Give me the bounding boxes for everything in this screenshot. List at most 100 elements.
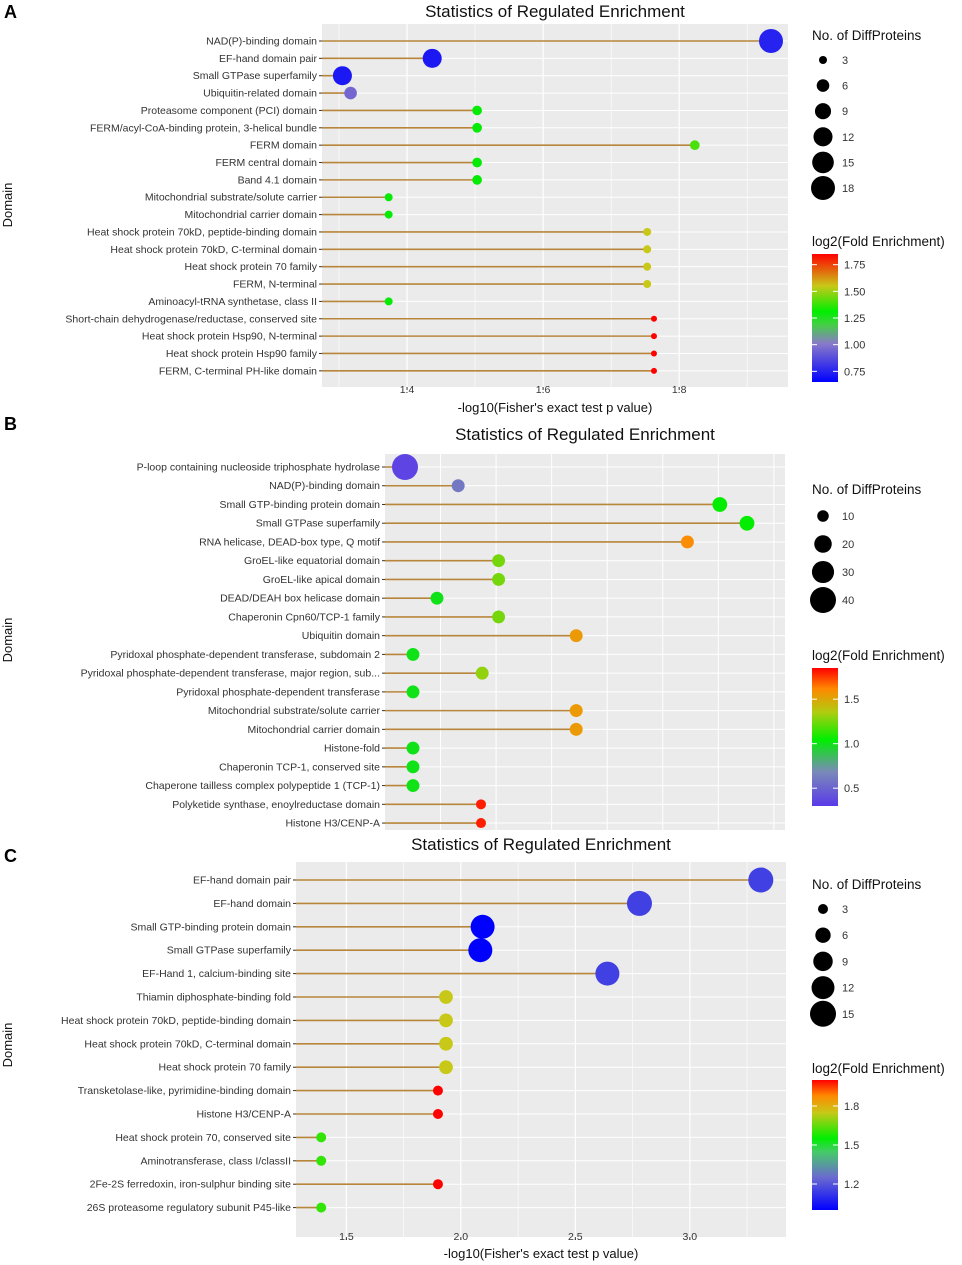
lollipop-point-a — [643, 227, 652, 236]
lollipop-point-a — [643, 280, 652, 289]
size-legend-dot-c — [811, 976, 835, 1000]
size-legend-dot-b — [811, 560, 835, 584]
domain-label-a: Small GTPase superfamily — [193, 70, 318, 82]
domain-label-a: Mitochondrial carrier domain — [185, 209, 318, 221]
size-legend-dot-b — [810, 587, 836, 613]
size-legend-label-a: 12 — [842, 132, 854, 144]
size-legend-label-a: 9 — [842, 106, 848, 118]
color-legend-label-b: 1.0 — [844, 739, 859, 751]
color-legend-label-a: 1.75 — [844, 260, 865, 272]
plot-panel-c — [296, 862, 786, 1237]
domain-label-a: Heat shock protein Hsp90, N-terminal — [142, 331, 317, 343]
y-axis-title-c: Domain — [0, 1023, 15, 1068]
chart-title-b: Statistics of Regulated Enrichment — [455, 425, 715, 444]
x-tick-label-a: 1.4 — [400, 384, 415, 396]
lollipop-point-c — [748, 867, 774, 893]
lollipop-point-c — [470, 914, 495, 939]
lollipop-point-a — [472, 122, 482, 133]
domain-label-a: NAD(P)-binding domain — [206, 36, 317, 48]
size-legend-dot-b — [817, 510, 829, 522]
size-legend-dot-c — [815, 927, 831, 943]
lollipop-point-c — [439, 990, 453, 1004]
lollipop-point-c — [626, 890, 652, 916]
domain-label-a: Heat shock protein 70kD, peptide-binding… — [87, 226, 317, 238]
domain-label-c: Thiamin diphosphate-binding fold — [136, 992, 291, 1004]
domain-label-c: Aminotransferase, class I/classII — [140, 1155, 291, 1167]
lollipop-point-a — [344, 86, 357, 100]
domain-label-b: P-loop containing nucleoside triphosphat… — [137, 462, 381, 474]
chart-title-a: Statistics of Regulated Enrichment — [425, 2, 685, 21]
lollipop-point-c — [432, 1109, 443, 1119]
lollipop-point-c — [595, 961, 620, 986]
lollipop-point-b — [406, 779, 420, 793]
lollipop-point-b — [476, 799, 486, 810]
color-legend-label-c: 1.2 — [844, 1179, 859, 1191]
size-legend-title-c: No. of DiffProteins — [812, 877, 922, 892]
domain-label-a: FERM central domain — [215, 157, 317, 169]
domain-label-b: Histone H3/CENP-A — [285, 818, 380, 830]
domain-label-b: Pyridoxal phosphate-dependent transferas… — [81, 668, 380, 680]
domain-label-a: EF-hand domain pair — [219, 53, 318, 65]
domain-label-a: FERM/acyl-CoA-binding protein, 3-helical… — [90, 122, 317, 134]
size-legend-dot-a — [812, 151, 834, 174]
domain-label-b: DEAD/DEAH box helicase domain — [220, 593, 380, 605]
size-legend-label-c: 12 — [842, 983, 854, 995]
lollipop-point-b — [492, 554, 506, 568]
size-legend-dot-b — [814, 535, 832, 553]
size-legend-dot-c — [810, 1000, 836, 1027]
domain-label-c: Heat shock protein 70, conserved site — [115, 1132, 291, 1144]
domain-label-c: 26S proteasome regulatory subunit P45-li… — [87, 1202, 291, 1214]
x-tick-label-a: 1.6 — [536, 384, 551, 396]
domain-label-a: Heat shock protein 70 family — [185, 261, 318, 273]
domain-label-b: Histone-fold — [324, 743, 380, 755]
chart-title-c: Statistics of Regulated Enrichment — [411, 835, 671, 854]
lollipop-point-a — [689, 140, 700, 151]
domain-label-b: Chaperonin TCP-1, conserved site — [219, 761, 380, 773]
lollipop-point-b — [451, 479, 465, 493]
domain-label-a: Mitochondrial substrate/solute carrier — [145, 192, 318, 204]
color-legend-label-c: 1.5 — [844, 1140, 859, 1152]
lollipop-point-a — [650, 350, 657, 357]
size-legend-label-c: 15 — [842, 1009, 854, 1021]
lollipop-point-b — [569, 722, 583, 736]
lollipop-point-c — [439, 1013, 453, 1028]
lollipop-point-b — [739, 515, 755, 531]
domain-label-a: Short-chain dehydrogenase/reductase, con… — [65, 313, 317, 325]
domain-label-a: FERM, N-terminal — [233, 279, 317, 291]
size-legend-label-c: 9 — [842, 956, 848, 968]
lollipop-point-b — [492, 610, 506, 624]
lollipop-point-b — [569, 704, 583, 718]
size-legend-label-a: 3 — [842, 55, 848, 67]
panel-label-a: A — [4, 2, 17, 22]
x-axis-title-a: -log10(Fisher's exact test p value) — [458, 400, 653, 415]
domain-label-b: NAD(P)-binding domain — [269, 480, 380, 492]
domain-label-a: FERM, C-terminal PH-like domain — [159, 365, 317, 377]
size-legend-label-a: 15 — [842, 157, 854, 169]
lollipop-point-b — [475, 666, 489, 680]
size-legend-dot-a — [814, 103, 832, 120]
x-axis-title-c: -log10(Fisher's exact test p value) — [444, 1246, 639, 1261]
domain-label-b: Pyridoxal phosphate-dependent transferas… — [176, 686, 380, 698]
lollipop-point-c — [468, 938, 493, 963]
color-legend-title-a: log2(Fold Enrichment) — [812, 234, 945, 249]
lollipop-point-b — [406, 647, 420, 661]
size-legend-label-b: 40 — [842, 595, 854, 607]
domain-label-c: Small GTPase superfamily — [167, 945, 292, 957]
size-legend-dot-a — [813, 127, 833, 147]
lollipop-point-b — [406, 760, 420, 774]
domain-label-a: Proteasome component (PCI) domain — [141, 105, 317, 117]
color-legend-label-a: 0.75 — [844, 366, 865, 378]
domain-label-a: Heat shock protein 70kD, C-terminal doma… — [110, 244, 317, 256]
color-legend-title-c: log2(Fold Enrichment) — [812, 1061, 945, 1076]
plot-panel-b — [385, 454, 785, 830]
domain-label-b: GroEL-like apical domain — [263, 574, 380, 586]
lollipop-point-a — [643, 245, 652, 254]
lollipop-point-a — [332, 66, 352, 86]
domain-label-b: Small GTPase superfamily — [256, 518, 381, 530]
lollipop-point-a — [472, 175, 482, 185]
domain-label-b: Pyridoxal phosphate-dependent transferas… — [110, 649, 380, 661]
color-legend-label-c: 1.8 — [844, 1101, 859, 1113]
size-legend-dot-a — [818, 55, 828, 65]
lollipop-point-b — [430, 591, 444, 605]
